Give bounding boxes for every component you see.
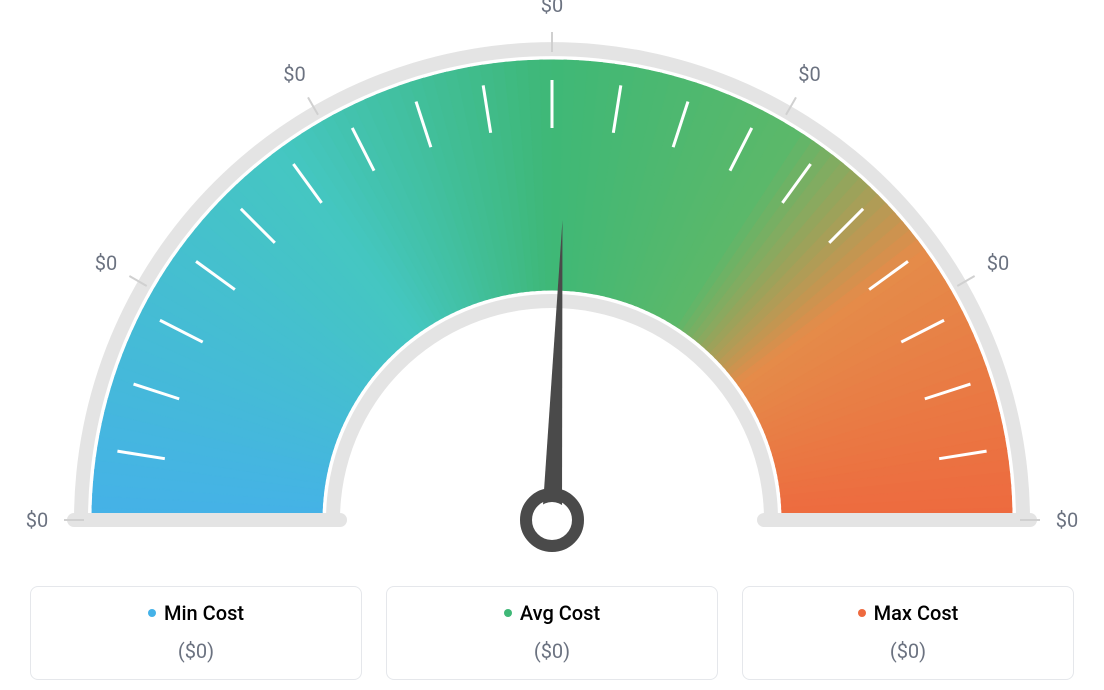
legend-row: Min Cost ($0) Avg Cost ($0) Max Cost ($0… [30, 586, 1074, 680]
gauge-tick-label: $0 [95, 251, 117, 275]
legend-label: Max Cost [874, 601, 959, 625]
gauge-tick-label: $0 [541, 0, 563, 17]
gauge-chart: $0 $0 $0 $0 $0 $0 $0 [0, 0, 1104, 560]
legend-value: ($0) [41, 639, 351, 663]
legend-label: Min Cost [164, 601, 244, 625]
legend-card-max: Max Cost ($0) [742, 586, 1074, 680]
gauge-tick-label: $0 [1056, 508, 1078, 532]
gauge-tick-label: $0 [798, 62, 820, 86]
legend-title-avg: Avg Cost [504, 601, 600, 625]
legend-value: ($0) [753, 639, 1063, 663]
legend-title-min: Min Cost [148, 601, 244, 625]
legend-card-avg: Avg Cost ($0) [386, 586, 718, 680]
gauge-tick-label: $0 [26, 508, 48, 532]
dot-icon [148, 609, 156, 617]
legend-title-max: Max Cost [858, 601, 959, 625]
gauge-tick-label: $0 [283, 62, 305, 86]
dot-icon [504, 609, 512, 617]
gauge-tick-label: $0 [987, 251, 1009, 275]
dot-icon [858, 609, 866, 617]
gauge-svg [0, 0, 1104, 560]
legend-label: Avg Cost [520, 601, 600, 625]
legend-card-min: Min Cost ($0) [30, 586, 362, 680]
legend-value: ($0) [397, 639, 707, 663]
